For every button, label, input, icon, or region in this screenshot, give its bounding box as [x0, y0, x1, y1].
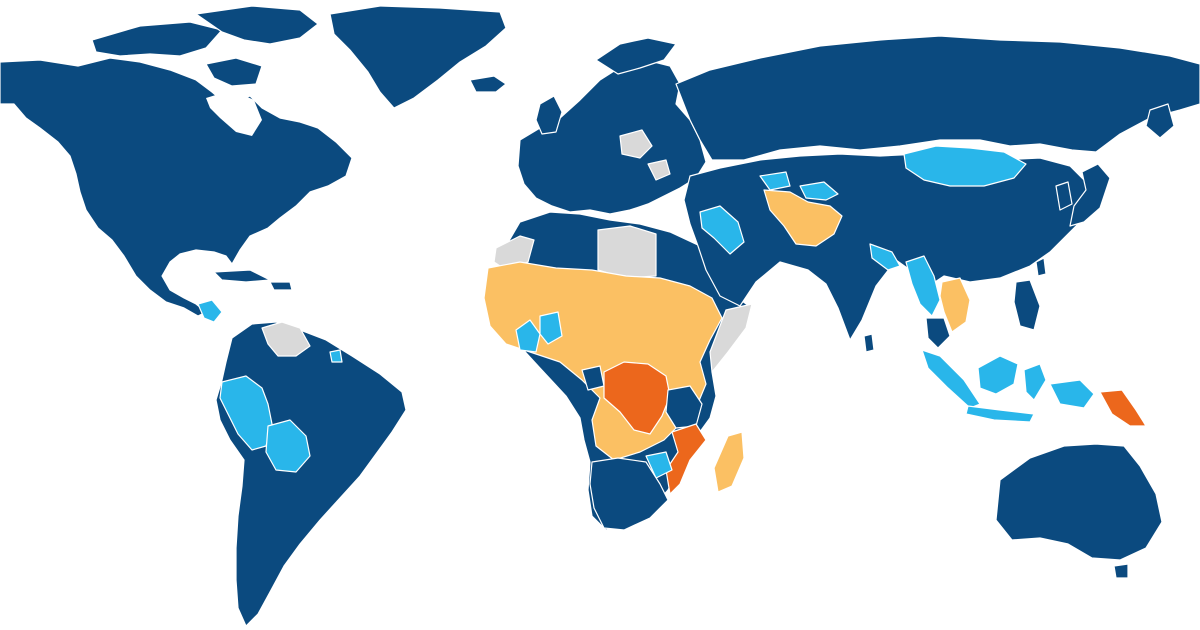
region-sri-lanka [863, 333, 875, 353]
region-australia [995, 443, 1163, 561]
europe [517, 37, 707, 215]
region-thailand [925, 317, 951, 349]
region-russia [675, 35, 1200, 161]
region-belarus-no-data [619, 129, 653, 159]
asia [675, 35, 1200, 427]
region-myanmar [905, 255, 941, 317]
region-dr-congo [603, 361, 671, 435]
south-america [215, 321, 407, 627]
region-indochina-lo [939, 277, 971, 333]
region-arctic-islands-3 [205, 57, 263, 87]
region-hispaniola [269, 281, 293, 291]
region-uk [535, 95, 563, 135]
region-philippines [1013, 279, 1041, 331]
region-somalia-no-data [709, 303, 753, 373]
region-cuba [213, 269, 271, 283]
region-west-africa-lb-2 [539, 311, 563, 345]
region-central-asia-lb [799, 181, 839, 201]
region-central-america-lb [197, 299, 223, 323]
region-papua-new-guinea [1099, 389, 1147, 427]
hudson-bay [206, 90, 262, 136]
region-tasmania [1113, 563, 1129, 579]
region-arctic-islands-1 [91, 21, 223, 57]
region-japan [1069, 163, 1111, 227]
region-borneo [977, 355, 1019, 395]
region-madagascar [713, 431, 745, 493]
region-west-africa-lb-1 [515, 319, 541, 353]
region-sumatra [921, 349, 981, 409]
region-afghanistan [763, 189, 843, 247]
region-levant-lb [699, 205, 745, 255]
region-zimbabwe [645, 451, 673, 479]
north-america [0, 5, 507, 323]
region-venezuela-no-data [261, 321, 311, 357]
region-korea [1055, 181, 1073, 211]
region-balkan-no-data [647, 159, 671, 181]
region-mongolia [903, 145, 1027, 187]
region-arctic-islands-2 [195, 5, 319, 45]
region-java [965, 405, 1035, 423]
region-south-asia-lb [869, 243, 901, 271]
region-guyana [329, 349, 343, 363]
region-taiwan [1035, 257, 1047, 277]
region-libya-no-data [597, 225, 657, 279]
region-mozambique [665, 423, 707, 495]
region-west-sahara-no-data [493, 235, 535, 271]
region-southern-africa [589, 457, 669, 531]
oceania [995, 443, 1163, 579]
region-bolivia [265, 419, 311, 473]
region-kamchatka [1145, 103, 1175, 139]
region-iceland [469, 75, 507, 93]
region-scandinavia [595, 37, 677, 75]
region-greenland [329, 5, 507, 109]
africa [483, 211, 753, 531]
region-sulawesi [1023, 363, 1047, 401]
region-east-indonesia [1049, 379, 1095, 409]
region-caucasus-lb [759, 171, 791, 191]
